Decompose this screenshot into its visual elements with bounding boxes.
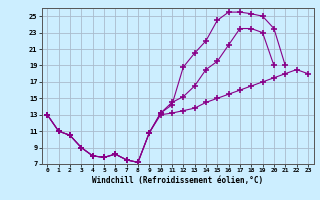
- X-axis label: Windchill (Refroidissement éolien,°C): Windchill (Refroidissement éolien,°C): [92, 176, 263, 185]
